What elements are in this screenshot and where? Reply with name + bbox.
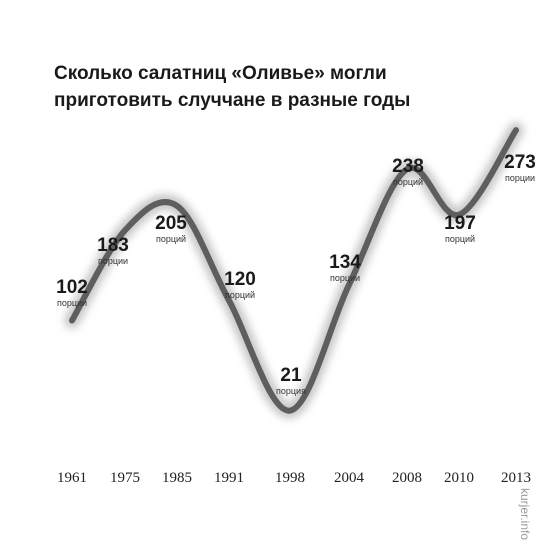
x-tick-1998: 1998 <box>275 470 305 486</box>
x-tick-1991: 1991 <box>214 470 244 486</box>
data-point-1998 <box>288 408 292 413</box>
unit-label-1975: порции <box>98 256 128 266</box>
curve-layer <box>64 122 524 419</box>
value-label-2013: 273 <box>504 152 536 173</box>
x-tick-1975: 1975 <box>110 470 140 486</box>
data-point-1985 <box>175 203 179 208</box>
value-label-2008: 238 <box>392 156 424 177</box>
unit-label-1998: порция <box>276 386 306 396</box>
value-label-2010: 197 <box>444 213 476 234</box>
value-label-2004: 134 <box>329 252 361 273</box>
x-tick-2010: 2010 <box>444 470 474 486</box>
data-labels: 102порции183порции205порций120порций21по… <box>56 152 536 396</box>
value-label-1991: 120 <box>224 269 256 290</box>
unit-label-2013: порции <box>505 173 535 183</box>
chart-title-line-2: приготовить случчане в разные годы <box>54 90 411 111</box>
x-tick-2008: 2008 <box>392 470 422 486</box>
x-axis-ticks: 1961 1975 1985 1991 1998 2004 2008 2010 2013 <box>57 470 531 486</box>
unit-label-1961: порции <box>57 298 87 308</box>
value-label-1985: 205 <box>155 213 187 234</box>
watermark: kurjer.info <box>518 488 532 541</box>
unit-label-1985: порций <box>156 234 186 244</box>
x-tick-2013: 2013 <box>501 470 531 486</box>
data-point-1991 <box>227 298 231 303</box>
x-tick-2004: 2004 <box>334 470 365 486</box>
x-tick-1985: 1985 <box>162 470 192 486</box>
unit-label-2004: порции <box>330 273 360 283</box>
chart-title: Сколько салатниц «Оливье» могли приготов… <box>54 60 514 114</box>
data-point-1961 <box>70 318 74 323</box>
unit-label-2008: порций <box>393 177 423 187</box>
chart-title-line-1: Сколько салатниц «Оливье» могли <box>54 63 387 84</box>
series-line <box>69 127 519 414</box>
data-point-2008 <box>405 167 409 172</box>
unit-label-2010: порций <box>445 234 475 244</box>
value-label-1998: 21 <box>280 365 302 386</box>
value-label-1961: 102 <box>56 277 88 298</box>
data-point-1975 <box>123 228 127 233</box>
unit-label-1991: порций <box>225 290 255 300</box>
x-tick-1961: 1961 <box>57 470 87 486</box>
data-point-2004 <box>347 282 351 287</box>
value-label-1975: 183 <box>97 235 129 256</box>
data-point-2010 <box>457 212 461 217</box>
data-point-2013 <box>514 128 518 133</box>
